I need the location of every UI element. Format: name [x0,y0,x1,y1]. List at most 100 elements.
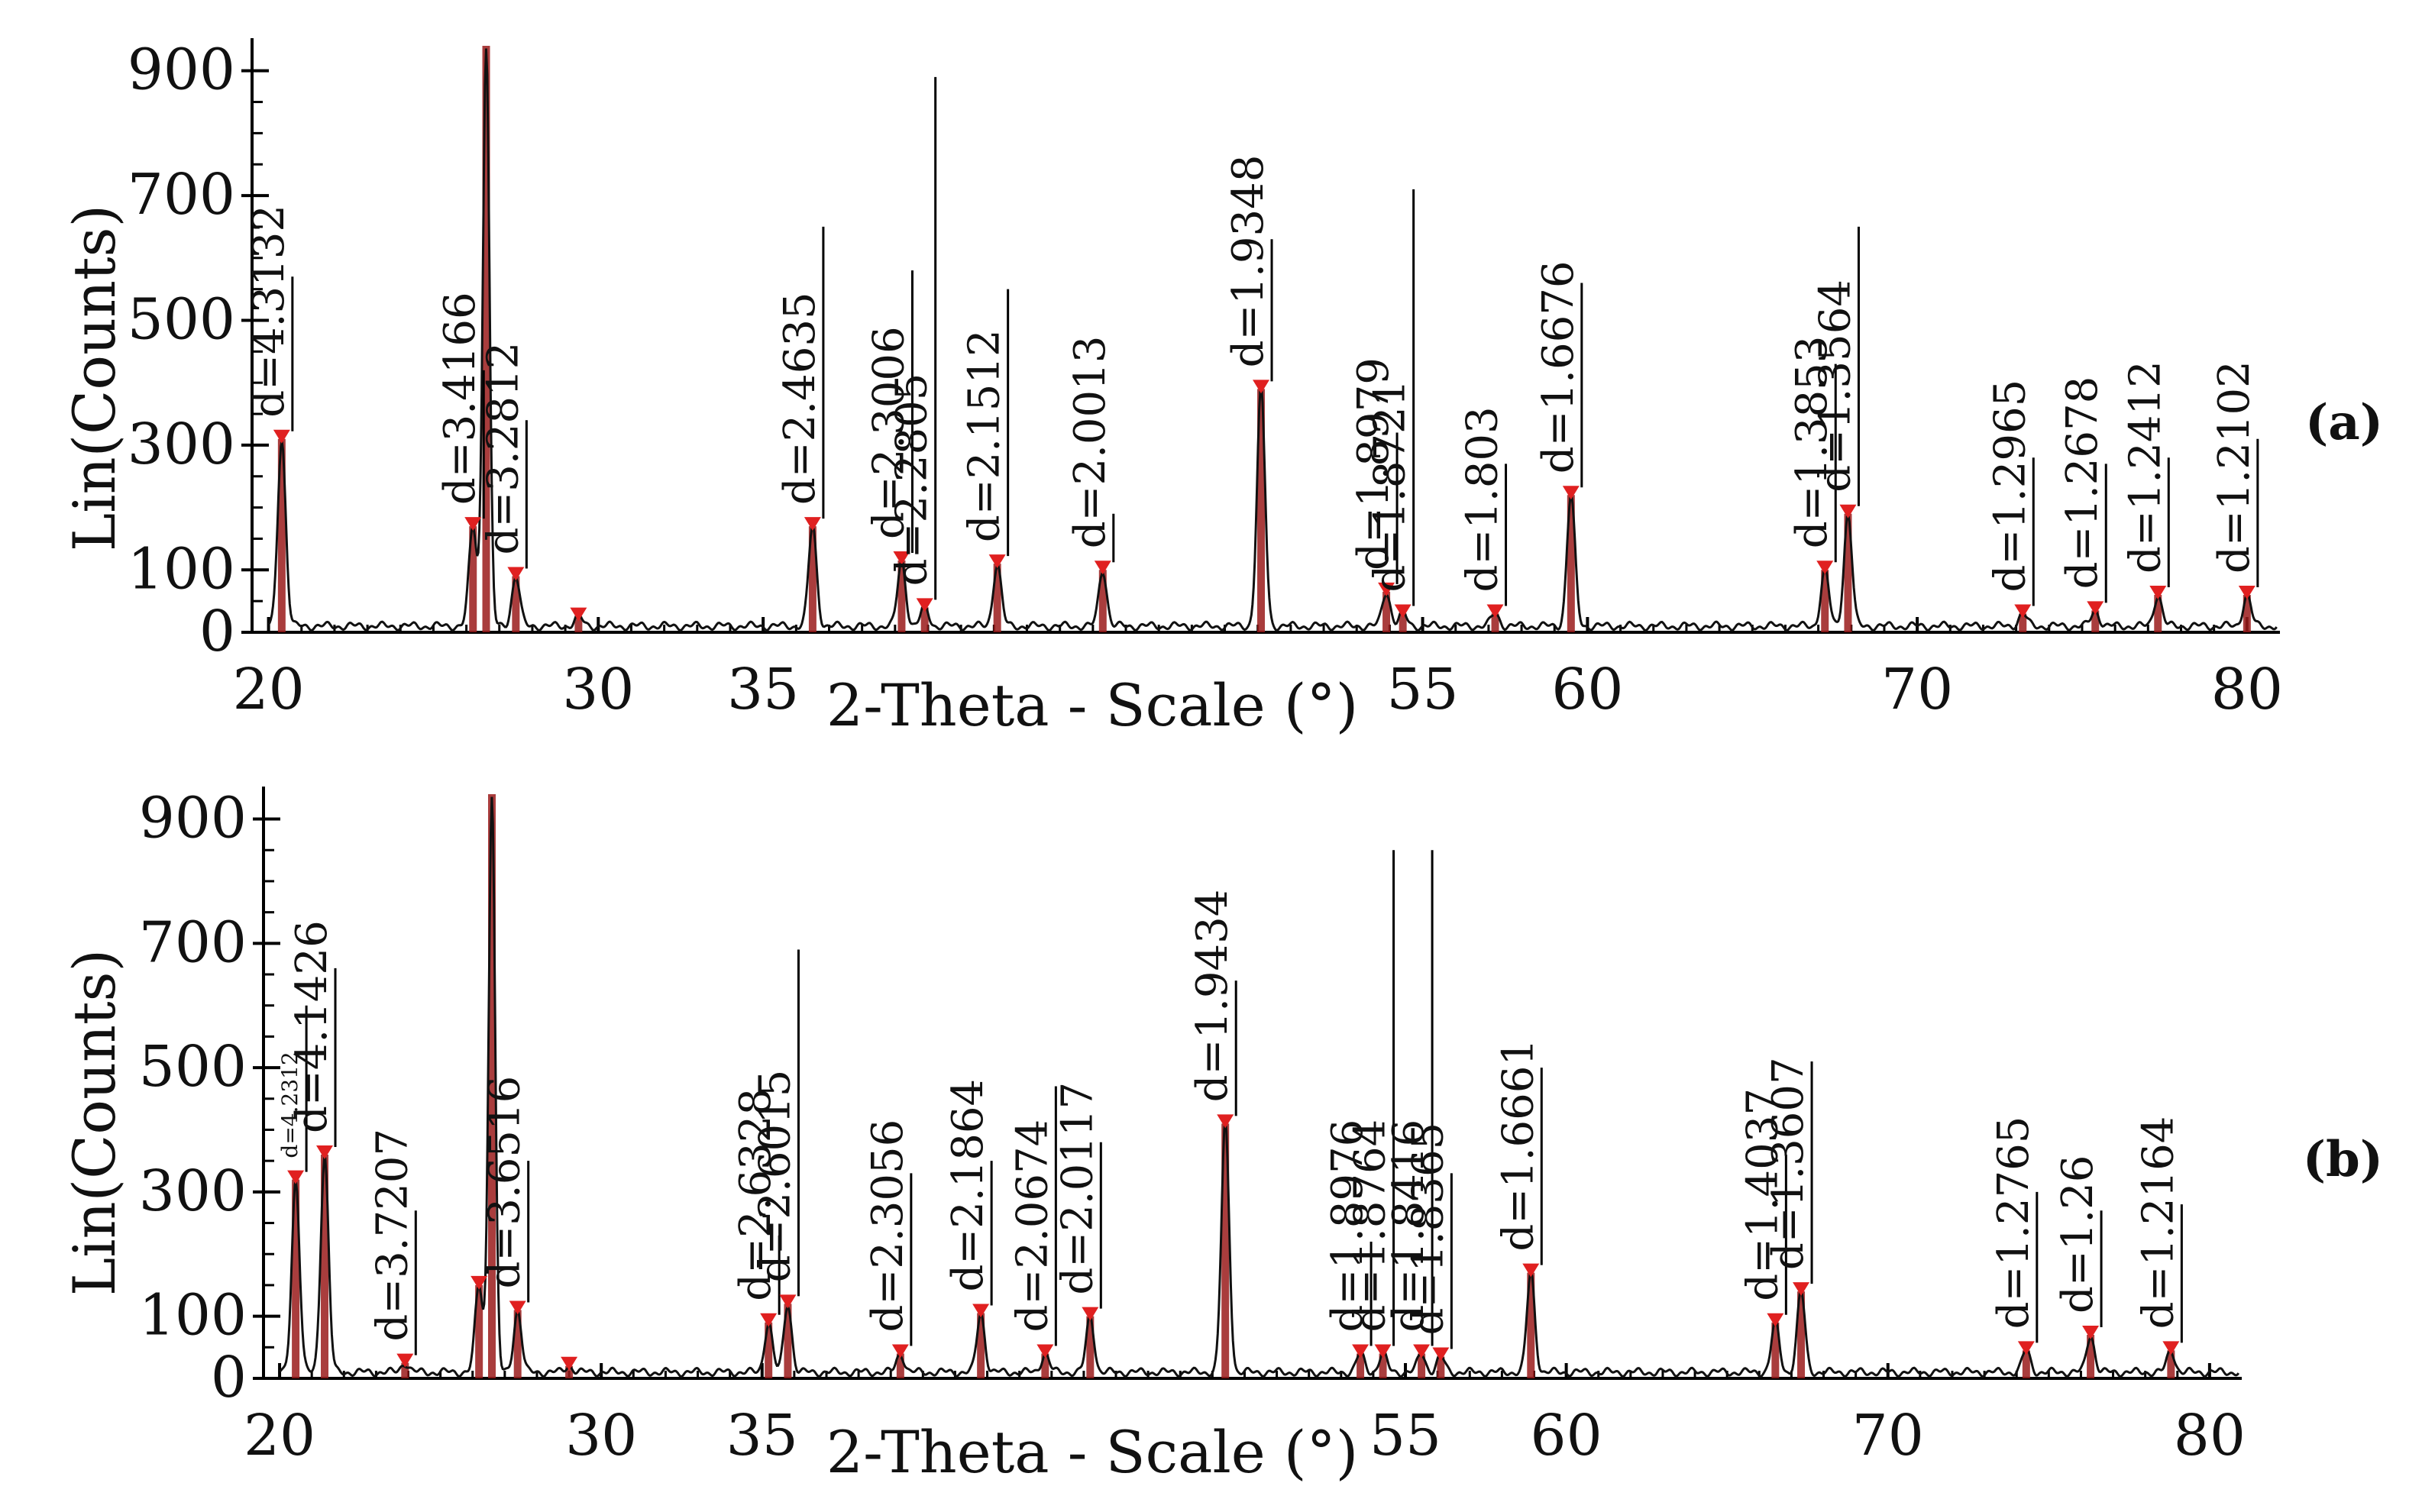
panel-a-x-axis-title: 2-Theta - Scale (°) [826,671,1358,739]
d-spacing-label: d=4.3132 [244,205,294,418]
d-spacing-label: d=3.4166 [435,292,485,505]
peak-marker [2017,1341,2035,1355]
d-spacing-label: d=1.2765 [1989,1116,2039,1329]
peak-marker [1378,582,1395,596]
d-spacing-label: d=1.8416 [1384,1119,1434,1333]
peak-marker [1562,486,1580,500]
peak-marker [1253,380,1270,394]
d-spacing-label: d=4.1426 [287,920,337,1133]
peak-marker [1793,1282,1810,1297]
d-spacing-label: d=1.2965 [1985,380,2035,593]
d-spacing-label: d=2.3056 [863,1119,913,1333]
d-spacing-label: d=1.2164 [2133,1116,2183,1329]
y-tick-label: 0 [199,599,235,664]
x-tick-label: 60 [1531,1403,1602,1468]
d-spacing-label: d=1.803 [1458,406,1508,592]
d-spacing-label: d=1.26 [2053,1155,2103,1313]
peak-marker [464,517,482,531]
y-tick-label: 700 [139,909,247,975]
peak-marker [2238,585,2256,599]
d-spacing-label: d=1.2102 [2210,360,2259,573]
d-spacing-label: d=2.1512 [960,329,1010,542]
peak-marker [1394,604,1412,619]
x-tick-label: 55 [1386,657,1458,722]
d-spacing-label: d=2.6328 [731,1088,781,1301]
peak-marker [972,1304,990,1318]
d-spacing-label: d=1.8976 [1323,1119,1373,1333]
y-tick-label: 500 [128,286,235,352]
peak-marker [804,517,821,531]
peak-marker [509,1300,526,1315]
d-spacing-label: d=1.8764 [1346,1119,1395,1333]
peak-marker [316,1145,334,1160]
peak-marker [760,1313,778,1327]
peak-marker [507,567,525,581]
d-spacing-label: d=2.0117 [1053,1082,1102,1295]
d-spacing-label: d=1.9434 [1188,890,1237,1103]
d-spacing-label: d=2.2805 [888,373,937,586]
d-spacing-label: d=1.3853 [1787,336,1837,549]
panel-b-label: (b) [2303,1131,2383,1188]
d-spacing-label: d=1.4037 [1738,1088,1787,1301]
x-tick-label: 80 [2174,1403,2246,1468]
peak-marker [1082,1307,1099,1321]
x-tick-label: 20 [244,1403,315,1468]
d-spacing-label: d=1.9348 [1224,155,1273,368]
d-spacing-label: d=2.6015 [750,1070,800,1283]
peak-marker [891,1344,909,1359]
peak-marker [893,551,910,566]
d-spacing-label: d=1.3564 [1810,279,1860,493]
x-tick-label: 60 [1551,657,1623,722]
peak-marker [2162,1341,2180,1355]
y-tick-label: 900 [139,786,247,851]
d-spacing-label: d=1.8365 [1403,1123,1453,1336]
peak-marker [471,1275,488,1290]
peak-marker [2087,601,2104,615]
panel-a-y-axis-title: Lin(Counts) [60,205,128,551]
peak-marker [2082,1326,2100,1340]
d-spacing-label: d=1.8979 [1349,357,1399,570]
x-tick-label: 80 [2211,657,2283,722]
peak-marker [1839,504,1857,519]
peak-marker [287,1170,305,1184]
y-tick-label: 100 [128,536,235,602]
peak-marker [1432,1347,1450,1362]
d-spacing-label: d=2.3006 [864,326,914,539]
d-spacing-label: d=2.0013 [1066,336,1115,549]
peak-marker [1036,1344,1054,1359]
x-tick-label: 55 [1369,1403,1441,1468]
d-spacing-label: d=1.2412 [2120,360,2170,573]
x-tick-label: 30 [562,657,634,722]
panel-b-y-axis-title: Lin(Counts) [60,949,128,1296]
x-tick-label: 70 [1852,1403,1924,1468]
panel-a-label: (a) [2305,394,2383,451]
peak-marker [1413,1344,1431,1359]
peak-marker [988,554,1006,569]
peak-marker [916,598,933,612]
x-tick-label: 20 [232,657,304,722]
y-tick-label: 700 [128,162,235,228]
d-spacing-label: d=2.1864 [943,1079,993,1292]
peak-marker [1094,561,1111,575]
peak-marker [1767,1313,1784,1327]
peak-marker [561,1356,578,1371]
d-spacing-label: d=2.0674 [1007,1119,1057,1333]
peak-marker [2014,604,2032,619]
peak-marker [570,607,587,622]
panel-b-x-axis-title: 2-Theta - Scale (°) [826,1418,1358,1486]
d-spacing-label: d=1.2678 [2058,376,2107,590]
x-tick-label: 70 [1881,657,1953,722]
peak-marker [779,1294,797,1309]
peak-marker [1352,1344,1369,1359]
d-spacing-label: d=2.4635 [775,292,825,505]
d-spacing-label: d=4.2312 [277,1052,302,1158]
y-tick-label: 100 [139,1283,247,1349]
peak-marker [273,429,290,444]
x-tick-label: 35 [726,1403,798,1468]
d-spacing-label: d=3.7207 [367,1129,417,1342]
